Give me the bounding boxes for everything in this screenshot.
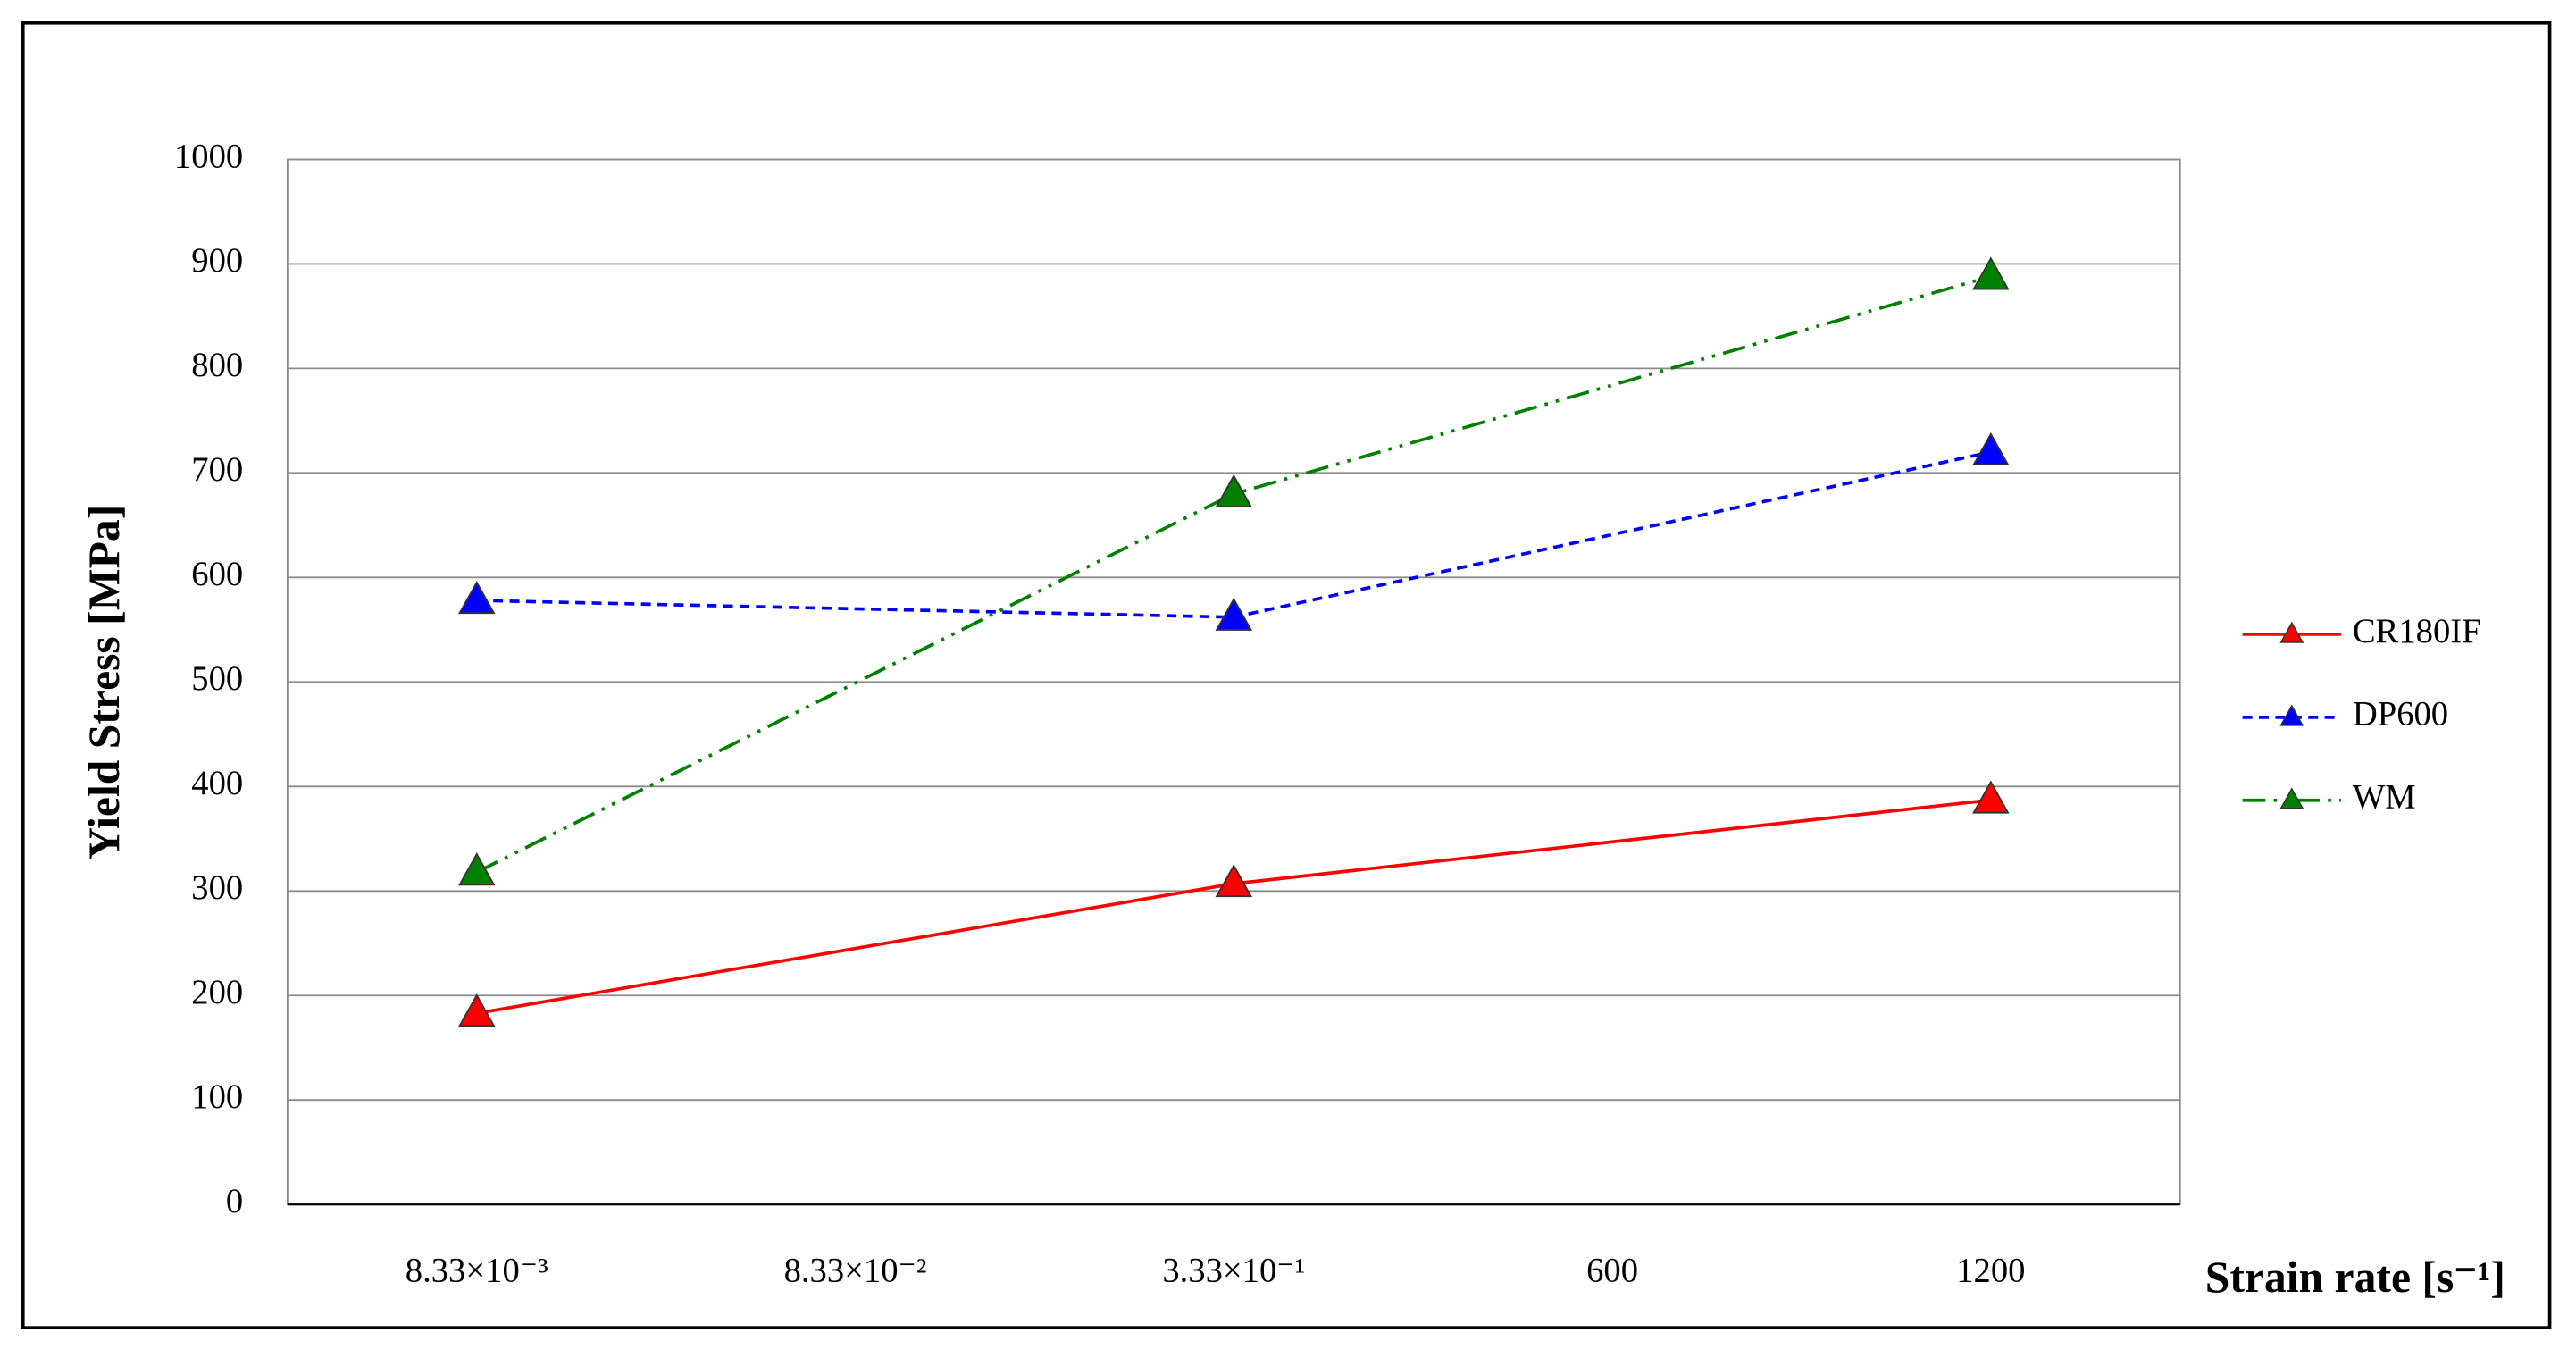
x-tick-label: 1200: [1956, 1252, 2025, 1289]
legend-label: WM: [2353, 779, 2416, 817]
y-tick-label: 700: [191, 451, 243, 489]
data-point: [457, 993, 496, 1027]
legend-marker: [2279, 787, 2304, 809]
y-tick-label: 600: [191, 556, 243, 593]
data-point: [457, 580, 496, 615]
y-tick-label: 800: [191, 347, 243, 384]
y-tick-label: 1000: [174, 138, 243, 175]
x-tick-label: 3.33×10⁻¹: [1162, 1252, 1305, 1289]
x-tick-label: 8.33×10⁻²: [784, 1252, 927, 1289]
data-point: [1215, 474, 1253, 507]
data-point: [457, 852, 496, 886]
y-tick-label: 400: [191, 765, 243, 802]
y-tick-label: 200: [191, 974, 243, 1011]
x-tick-label: 600: [1586, 1252, 1638, 1289]
data-point: [1972, 432, 2010, 466]
data-point: [1972, 256, 2010, 290]
x-axis-title: Strain rate [s⁻¹]: [2205, 1253, 2505, 1302]
x-tick-label: 8.33×10⁻³: [406, 1252, 548, 1289]
legend-marker: [2279, 704, 2304, 726]
data-point: [1215, 863, 1253, 898]
y-tick-label: 100: [191, 1078, 243, 1116]
legend-marker: [2279, 621, 2304, 643]
legend-label: DP600: [2353, 696, 2448, 733]
y-tick-label: 900: [191, 242, 243, 280]
y-tick-label: 0: [226, 1183, 243, 1220]
y-tick-label: 500: [191, 660, 243, 698]
data-point: [1972, 780, 2010, 814]
data-point: [1215, 597, 1253, 631]
y-axis-title: Yield Stress [MPa]: [79, 505, 129, 859]
y-tick-label: 300: [191, 869, 243, 907]
legend-label: CR180IF: [2353, 613, 2481, 650]
